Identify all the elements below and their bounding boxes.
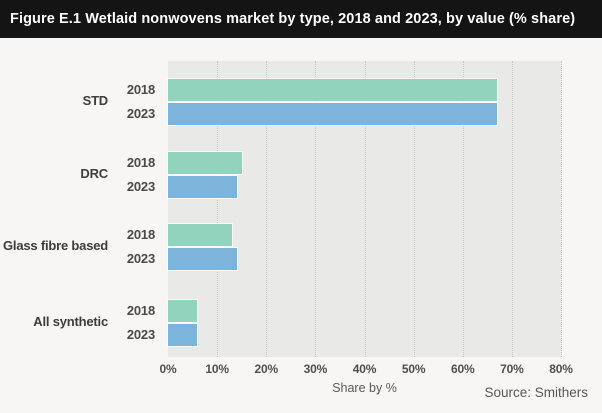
x-tick-30: 30% bbox=[303, 362, 328, 376]
x-tick-70: 70% bbox=[500, 362, 524, 376]
category-label-std: STD bbox=[82, 93, 109, 108]
x-axis-title: Share by % bbox=[332, 381, 397, 395]
x-tick-50: 50% bbox=[401, 362, 426, 376]
gridline bbox=[266, 61, 268, 357]
gridline bbox=[364, 61, 366, 357]
x-tick-0: 0% bbox=[159, 362, 177, 376]
x-tick-80: 80% bbox=[549, 362, 573, 376]
bar-glass-fibre-based-2023 bbox=[168, 248, 237, 270]
source-note: Source: Smithers bbox=[484, 385, 588, 400]
year-label-2023: 2023 bbox=[126, 179, 155, 194]
bar-drc-2018 bbox=[168, 152, 242, 174]
x-tick-60: 60% bbox=[451, 362, 475, 376]
year-label-2023: 2023 bbox=[126, 251, 155, 266]
bar-std-2018 bbox=[168, 79, 498, 101]
gridline bbox=[217, 61, 219, 357]
year-label-2018: 2018 bbox=[126, 303, 155, 318]
x-tick-20: 20% bbox=[254, 362, 279, 376]
year-label-2023: 2023 bbox=[126, 106, 155, 121]
year-label-2023: 2023 bbox=[126, 327, 155, 342]
chart: Share by % Source: Smithers STD 2018 2023 D… bbox=[0, 38, 602, 413]
gridline bbox=[315, 61, 317, 357]
category-label-drc: DRC bbox=[80, 166, 108, 181]
gridline bbox=[561, 61, 562, 357]
bar-drc-2023 bbox=[168, 176, 237, 198]
year-label-2018: 2018 bbox=[126, 155, 155, 170]
category-label-all-synthetic: All synthetic bbox=[33, 314, 108, 329]
x-tick-40: 40% bbox=[352, 362, 377, 376]
year-label-2018: 2018 bbox=[126, 227, 155, 242]
figure-title-bar: Figure E.1 Wetlaid nonwovens market by t… bbox=[0, 0, 602, 38]
figure-title: Figure E.1 Wetlaid nonwovens market by t… bbox=[10, 11, 576, 27]
bar-glass-fibre-based-2018 bbox=[168, 224, 232, 246]
gridline bbox=[413, 61, 415, 357]
gridline bbox=[462, 61, 464, 357]
year-label-2018: 2018 bbox=[126, 82, 155, 97]
x-tick-10: 10% bbox=[205, 362, 229, 376]
bar-std-2023 bbox=[168, 103, 498, 125]
gridline bbox=[511, 61, 513, 357]
bar-all-synthetic-2018 bbox=[168, 300, 198, 322]
category-label-glass-fibre-based: Glass fibre based bbox=[3, 238, 108, 253]
bar-all-synthetic-2023 bbox=[168, 324, 198, 346]
